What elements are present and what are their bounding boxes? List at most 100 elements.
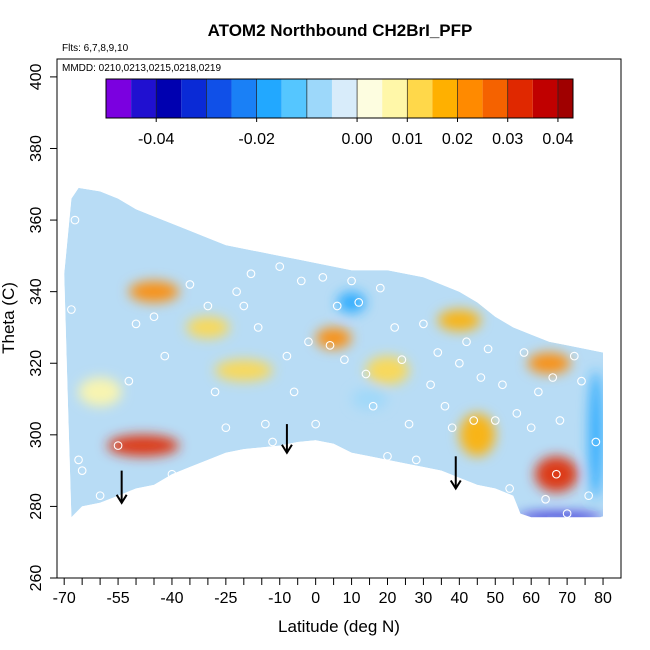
field-feature-12 xyxy=(351,388,388,410)
field-feature-9 xyxy=(459,413,496,457)
sample-point-56 xyxy=(526,423,536,433)
sample-point-64 xyxy=(577,376,586,386)
sample-point-60 xyxy=(551,469,561,479)
y-tick-label-6: 380 xyxy=(28,135,45,162)
arrow-0 xyxy=(115,470,128,505)
field-feature-11 xyxy=(337,291,366,314)
colorbar-swatch-8 xyxy=(306,79,332,118)
x-tick-label-2: -40 xyxy=(160,590,183,607)
colorbar-swatch-17 xyxy=(532,79,558,118)
arrow-markers xyxy=(115,424,462,505)
colorbar-frame xyxy=(105,78,574,119)
sample-point-58 xyxy=(541,494,550,504)
colorbar-swatch-15 xyxy=(482,79,508,118)
field-feature-5 xyxy=(315,327,352,349)
colorbar-tick-label-0: -0.04 xyxy=(138,131,175,148)
field-feature-2 xyxy=(78,377,122,407)
colorbar-swatch-16 xyxy=(507,79,533,118)
arrow-1 xyxy=(281,424,293,455)
sample-point-7 xyxy=(131,319,141,329)
field-feature-4 xyxy=(215,359,273,382)
x-tick-label-9: 40 xyxy=(450,590,468,607)
colorbar-swatch-1 xyxy=(131,79,157,118)
x-tick-label-3: -25 xyxy=(214,590,237,607)
y-axis: 260 280 300 320 340 360 380 400 xyxy=(28,63,57,591)
sample-point-28 xyxy=(325,340,335,350)
sample-point-4 xyxy=(95,491,105,501)
field-feature-14 xyxy=(516,512,603,518)
y-tick-label-5: 360 xyxy=(28,207,45,234)
sample-point-54 xyxy=(512,409,522,418)
colorbar-swatch-2 xyxy=(156,79,182,118)
x-tick-label-1: -55 xyxy=(107,590,130,607)
field-base xyxy=(64,187,603,518)
sample-point-47 xyxy=(462,337,471,347)
sample-point-16 xyxy=(239,301,249,311)
x-tick-label-5: 0 xyxy=(311,590,320,607)
sample-point-50 xyxy=(483,344,493,354)
y-tick-label-1: 280 xyxy=(28,493,45,520)
sample-point-59 xyxy=(548,373,558,382)
sample-point-35 xyxy=(375,283,385,293)
colorbar-swatch-14 xyxy=(457,79,483,118)
heatmap-field xyxy=(64,187,603,518)
colorbar-swatch-3 xyxy=(181,79,207,118)
plot-frame xyxy=(56,58,622,579)
sample-point-22 xyxy=(282,351,292,361)
x-tick-label-10: 50 xyxy=(486,590,504,607)
colorbar-swatch-11 xyxy=(382,79,408,118)
sample-point-61 xyxy=(555,416,565,425)
flights-annotation: Flts: 6,7,8,9,10 xyxy=(62,43,129,54)
sample-point-33 xyxy=(361,369,371,379)
colorbar-tick-label-2: 0.00 xyxy=(342,131,373,148)
sample-point-21 xyxy=(275,262,285,271)
sample-point-23 xyxy=(289,387,299,397)
colorbar-swatch-0 xyxy=(106,79,132,118)
sample-point-27 xyxy=(318,272,328,282)
sample-point-30 xyxy=(340,355,349,365)
sample-point-15 xyxy=(232,287,241,297)
sample-point-34 xyxy=(368,401,378,411)
sample-point-43 xyxy=(433,348,443,357)
sample-point-20 xyxy=(268,437,277,447)
y-tick-label-0: 260 xyxy=(28,565,45,592)
x-tick-label-4: -10 xyxy=(268,590,291,607)
sample-point-48 xyxy=(469,416,479,425)
sample-point-19 xyxy=(261,419,270,429)
y-tick-label-7: 400 xyxy=(28,63,45,90)
sample-point-45 xyxy=(447,423,457,433)
sample-point-13 xyxy=(210,387,220,397)
sample-point-46 xyxy=(454,358,464,368)
sample-point-40 xyxy=(411,455,421,465)
sample-point-5 xyxy=(113,441,123,450)
field-feature-7 xyxy=(437,309,481,332)
colorbar-swatch-10 xyxy=(357,79,383,118)
sample-point-1 xyxy=(70,215,80,225)
sample-point-24 xyxy=(296,276,306,286)
y-tick-label-3: 320 xyxy=(28,350,45,377)
x-tick-label-13: 80 xyxy=(594,590,612,607)
y-axis-title: Theta (C) xyxy=(0,282,18,354)
field-feature-0 xyxy=(128,280,180,303)
sample-point-57 xyxy=(534,387,543,397)
sample-point-51 xyxy=(490,416,500,425)
sample-point-0 xyxy=(67,305,76,314)
field-feature-6 xyxy=(365,356,410,385)
colorbar-swatch-6 xyxy=(256,79,282,118)
sample-point-65 xyxy=(584,491,594,501)
sample-point-10 xyxy=(167,469,177,479)
sample-point-14 xyxy=(221,423,231,433)
sample-point-37 xyxy=(390,323,400,332)
sample-point-31 xyxy=(347,276,356,286)
colorbar-tick-label-6: 0.04 xyxy=(542,131,573,148)
field-feature-10 xyxy=(534,456,578,493)
colorbar-swatch-4 xyxy=(206,79,232,118)
sample-point-32 xyxy=(354,298,364,307)
x-tick-label-0: -70 xyxy=(53,590,76,607)
sample-point-52 xyxy=(498,380,507,390)
sample-point-63 xyxy=(569,351,579,361)
sample-point-55 xyxy=(519,348,529,357)
sample-point-62 xyxy=(562,509,572,518)
sample-point-26 xyxy=(311,419,320,429)
